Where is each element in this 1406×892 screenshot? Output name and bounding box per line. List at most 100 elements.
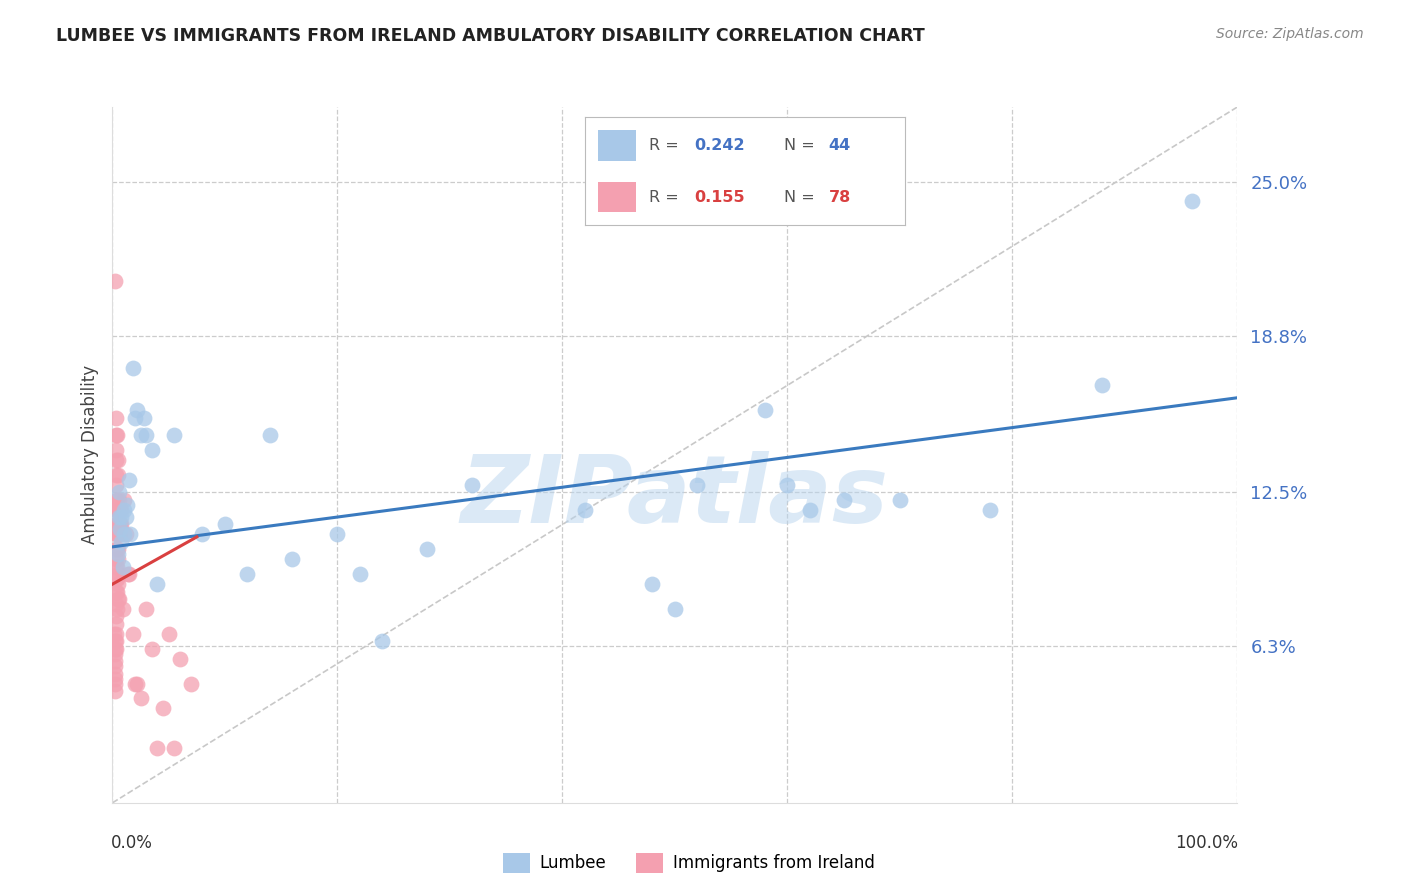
Point — [105, 602, 128, 616]
Text: LUMBEE VS IMMIGRANTS FROM IRELAND AMBULATORY DISABILITY CORRELATION CHART: LUMBEE VS IMMIGRANTS FROM IRELAND AMBULA… — [56, 27, 925, 45]
Point — [111, 559, 134, 574]
Point — [141, 442, 163, 457]
Point — [127, 676, 149, 690]
Point — [146, 577, 169, 591]
Point — [141, 641, 163, 656]
Point — [104, 634, 127, 648]
Point — [236, 567, 259, 582]
Point — [104, 584, 127, 599]
Point — [108, 485, 131, 500]
Point — [105, 542, 128, 557]
Point — [110, 502, 132, 516]
Point — [108, 517, 131, 532]
Point — [104, 467, 127, 482]
Point — [105, 428, 128, 442]
Point — [180, 676, 202, 690]
Point — [104, 616, 127, 631]
Point — [104, 654, 127, 668]
Point — [104, 627, 127, 641]
Point — [163, 428, 186, 442]
Point — [776, 477, 799, 491]
Point — [104, 597, 127, 611]
Point — [169, 651, 191, 665]
Point — [127, 403, 149, 417]
Point — [118, 567, 141, 582]
Point — [107, 592, 129, 607]
Point — [641, 577, 664, 591]
Point — [107, 517, 129, 532]
Point — [104, 410, 127, 425]
Point — [107, 577, 129, 591]
Point — [664, 602, 686, 616]
Point — [135, 602, 157, 616]
Point — [214, 517, 236, 532]
Point — [129, 428, 152, 442]
Point — [115, 510, 138, 524]
Point — [105, 517, 128, 532]
Point — [107, 467, 129, 482]
Point — [104, 542, 127, 557]
Point — [259, 428, 281, 442]
Point — [135, 428, 157, 442]
Point — [104, 442, 127, 457]
Point — [163, 741, 186, 756]
Point — [118, 473, 141, 487]
Point — [110, 517, 132, 532]
Point — [115, 527, 138, 541]
Point — [104, 634, 127, 648]
Point — [326, 527, 349, 541]
Point — [104, 666, 127, 681]
Point — [107, 527, 129, 541]
Point — [104, 552, 127, 566]
Point — [110, 517, 132, 532]
Point — [110, 502, 132, 516]
Point — [104, 502, 127, 516]
Point — [132, 410, 155, 425]
Text: 100.0%: 100.0% — [1175, 834, 1239, 852]
Point — [104, 609, 127, 624]
Point — [799, 502, 821, 516]
Point — [104, 647, 127, 661]
Point — [191, 527, 214, 541]
Point — [110, 527, 132, 541]
Point — [107, 567, 129, 582]
Point — [104, 572, 127, 586]
Point — [115, 498, 138, 512]
Point — [157, 627, 180, 641]
Point — [107, 542, 129, 557]
Text: Source: ZipAtlas.com: Source: ZipAtlas.com — [1216, 27, 1364, 41]
Point — [110, 535, 132, 549]
Point — [104, 428, 127, 442]
Point — [349, 567, 371, 582]
Point — [105, 572, 128, 586]
Point — [108, 492, 131, 507]
Point — [104, 684, 127, 698]
Point — [108, 592, 131, 607]
Point — [104, 641, 127, 656]
Point — [574, 502, 596, 516]
Point — [104, 453, 127, 467]
Point — [754, 403, 776, 417]
Point — [104, 492, 127, 507]
Point — [104, 641, 127, 656]
Point — [124, 410, 146, 425]
Point — [889, 492, 911, 507]
Point — [686, 477, 709, 491]
Point — [104, 672, 127, 686]
Text: 0.0%: 0.0% — [111, 834, 153, 852]
Point — [1091, 378, 1114, 392]
Point — [112, 502, 135, 516]
Point — [104, 517, 127, 532]
Point — [146, 741, 169, 756]
Point — [103, 627, 125, 641]
Point — [832, 492, 855, 507]
Point — [129, 691, 152, 706]
Point — [107, 502, 129, 516]
Point — [120, 527, 142, 541]
Point — [105, 502, 128, 516]
Point — [121, 627, 143, 641]
Point — [416, 542, 439, 557]
Point — [104, 676, 127, 690]
Point — [371, 634, 394, 648]
Point — [104, 659, 127, 673]
